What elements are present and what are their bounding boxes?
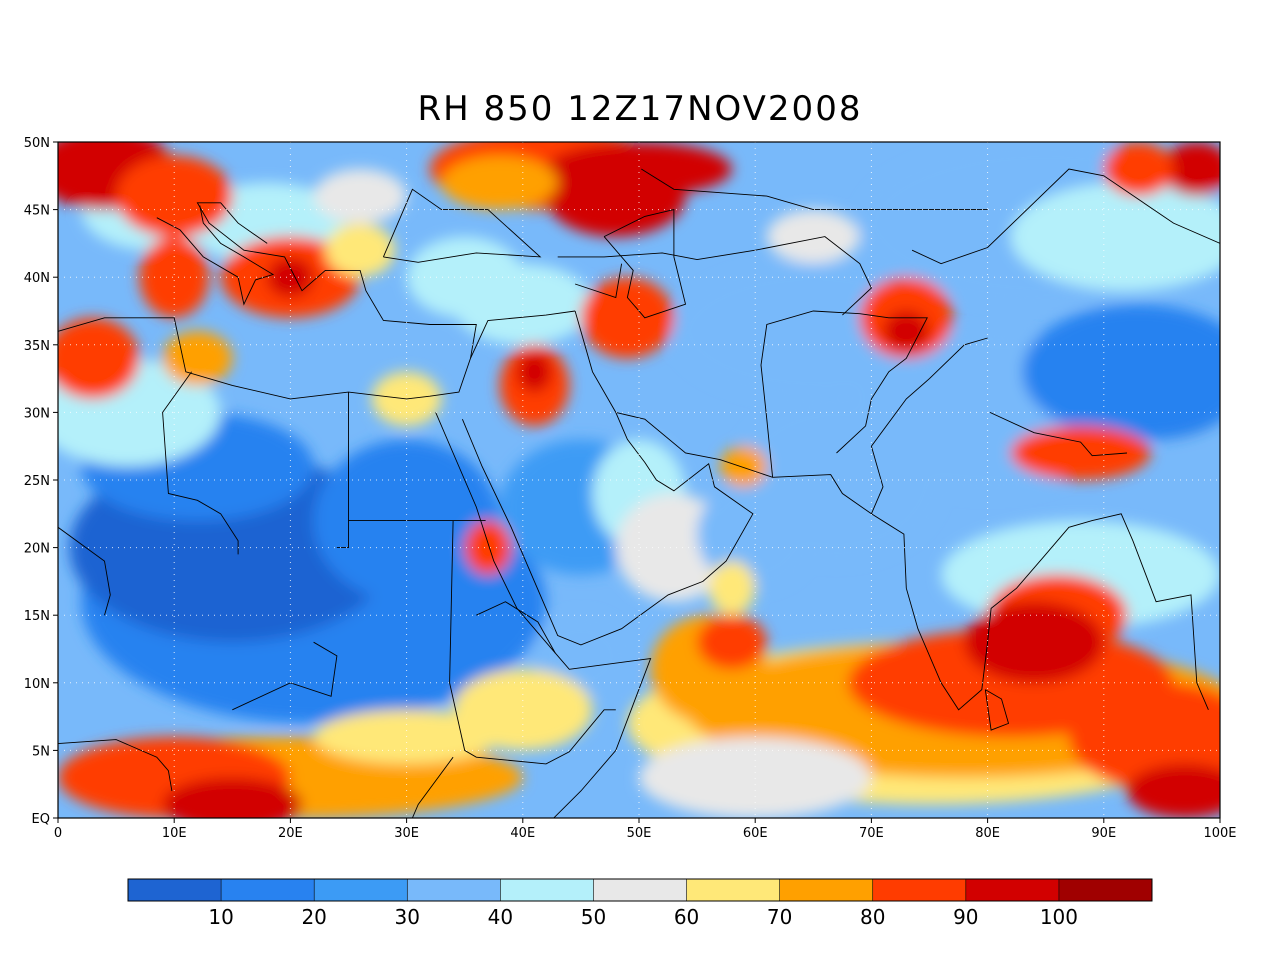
field-patch [139,236,210,318]
y-tick-label: 15N [24,609,50,624]
field-patch [1010,425,1151,480]
field-patch [964,601,1104,683]
colorbar-label: 80 [860,905,885,929]
coastline-path [461,412,754,646]
colorbar-swatch [221,879,315,901]
colorbar-swatch [686,879,780,901]
y-tick-label: 25N [24,474,50,489]
colorbar-swatch [128,879,222,901]
colorbar-swatch [500,879,594,901]
coastline-path [58,202,477,400]
field-patch [464,520,512,575]
field-patch [267,256,314,298]
field-patch [1161,142,1220,197]
coastline-path [911,168,1220,265]
field-patch [697,615,767,670]
field-patch [162,331,233,386]
field-patch [708,561,756,616]
coastline-path [382,188,542,263]
coastline-path [641,168,988,211]
coastline-path [603,209,687,319]
x-axis: 0 10E 20E 30E 40E 50E 60E 70E 80E 90E 100E [54,818,1237,841]
x-tick-label: 30E [394,826,419,841]
y-tick-label: EQ [32,812,50,827]
y-tick-label: 45N [24,204,50,219]
colorbar-swatch [872,879,966,901]
colorbar-label: 50 [581,905,606,929]
colorbar-swatch [407,879,501,901]
coastline-path [449,520,616,765]
x-tick-label: 0 [54,826,62,841]
y-tick-label: 20N [24,542,50,557]
y-tick-label: 5N [32,744,50,759]
colorbar-swatch [593,879,687,901]
y-axis: EQ 5N 10N 15N 20N 25N 30N 35N 40N 45N 50N [24,136,58,827]
field-patch [766,209,860,264]
field-patch [516,351,552,393]
field-patch [1068,682,1220,791]
colorbar-label: 40 [488,905,513,929]
x-tick-label: 100E [1203,826,1236,841]
colorbar-frame [127,878,1153,902]
field-patch [453,669,593,751]
field-patch [162,777,302,818]
field-patch [580,277,674,359]
coastline-path [984,689,1010,731]
coastline-path [162,371,239,555]
x-tick-label: 10E [162,826,187,841]
coastline-path [615,411,1209,711]
coastline-path [574,263,623,299]
y-tick-label: 10N [24,677,50,692]
colorbar-swatch [965,879,1059,901]
colorbar: 10 20 30 40 50 60 70 80 90 100 [127,878,1153,929]
colorbar-label: 10 [208,905,233,929]
x-tick-label: 20E [278,826,303,841]
coastline-path [411,756,454,818]
y-tick-label: 30N [24,406,50,421]
field-patch [1010,182,1220,291]
field-patch [546,142,732,197]
field-patch [325,223,395,278]
colorbar-label: 90 [953,905,978,929]
coastline-path [760,310,928,478]
coastline-path [470,310,576,359]
y-tick-label: 35N [24,339,50,354]
y-tick-label: 40N [24,271,50,286]
coastline-path [336,392,349,549]
field-patch [58,317,140,399]
colorbar-label: 30 [395,905,420,929]
coastline-path [58,526,111,616]
humidity-field [58,142,1220,818]
x-tick-label: 90E [1091,826,1116,841]
colorbar-label: 60 [674,905,699,929]
coastline-outlines [58,168,1220,818]
colorbar-label: 70 [767,905,792,929]
x-tick-label: 70E [859,826,884,841]
colorbar-swatch [779,879,873,901]
field-patch [639,736,872,818]
field-patch [883,311,930,352]
coastline-path [232,641,338,711]
plot-title: RH 850 12Z17NOV2008 [418,89,863,129]
x-tick-label: 40E [510,826,535,841]
field-patch [313,169,407,224]
coastline-path [156,205,275,306]
field-patch [1022,304,1220,440]
field-patch [1127,763,1220,818]
colorbar-swatch [314,879,408,901]
x-tick-label: 50E [627,826,652,841]
x-tick-label: 60E [743,826,768,841]
coastline-path [476,601,556,654]
coastline-path [574,310,617,413]
y-tick-label: 50N [24,136,50,151]
colorbar-swatch [1058,879,1152,901]
colorbar-label: 100 [1040,905,1078,929]
coastline-path [58,739,173,792]
field-patch [441,155,558,210]
colorbar-label: 20 [301,905,326,929]
x-tick-label: 80E [975,826,1000,841]
field-patch [720,446,767,487]
field-patch [1103,142,1174,197]
